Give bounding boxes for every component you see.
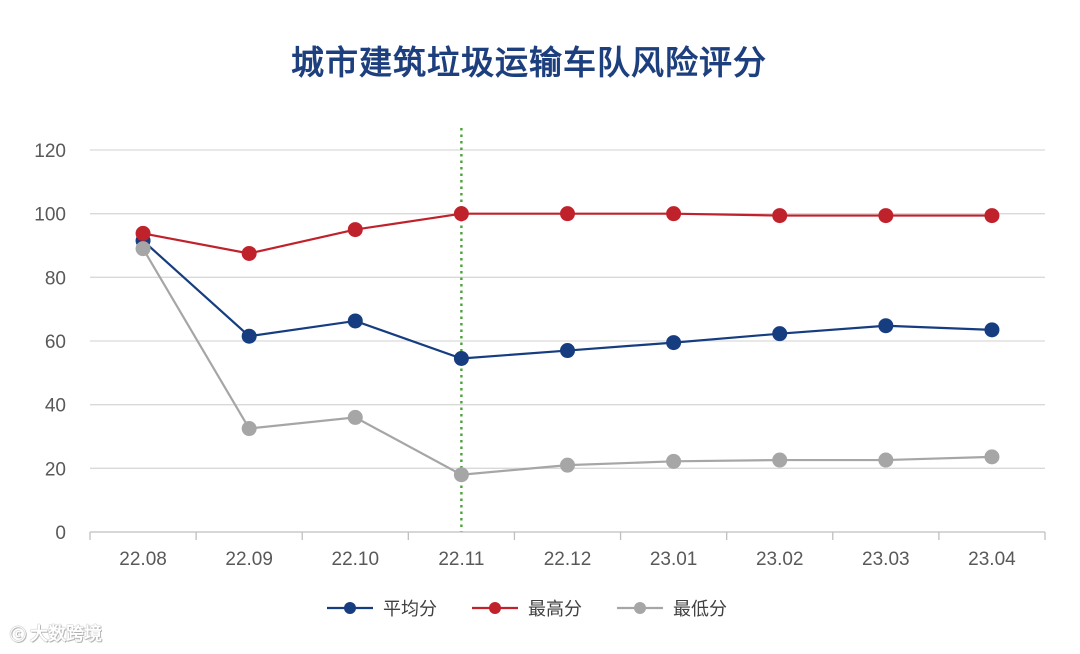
legend-label: 最高分 [528, 599, 582, 620]
data-point-最高分 [878, 208, 894, 224]
legend-marker [634, 602, 646, 614]
data-point-最低分 [666, 453, 682, 469]
data-point-平均分 [560, 343, 575, 359]
data-point-最低分 [453, 467, 469, 483]
data-point-最低分 [347, 409, 363, 425]
data-point-平均分 [347, 313, 363, 329]
data-point-最低分 [241, 421, 257, 437]
data-point-最低分 [878, 452, 894, 468]
x-tick-label: 23.03 [862, 549, 910, 570]
data-point-最低分 [135, 241, 151, 257]
chart-title: 城市建筑垃圾运输车队风险评分 [291, 43, 767, 82]
watermark-text: 大数跨境 [30, 624, 103, 645]
data-point-最高分 [453, 206, 469, 222]
legend: 平均分 最高分 最低分 [327, 599, 727, 620]
watermark: ⓒ 大数跨境 [10, 620, 102, 646]
x-tick-label: 23.02 [756, 549, 804, 570]
x-tick-label: 23.04 [968, 549, 1016, 570]
legend-marker [344, 602, 356, 614]
data-point-平均分 [878, 318, 894, 334]
data-point-最低分 [772, 452, 788, 468]
x-tick-label: 23.01 [650, 549, 698, 570]
x-tick-label: 22.12 [544, 549, 592, 570]
y-tick-label: 80 [45, 268, 66, 289]
data-point-最高分 [347, 222, 363, 238]
y-tick-label: 100 [34, 205, 66, 226]
y-tick-label: 0 [55, 523, 66, 544]
series-group [135, 206, 1000, 483]
data-point-平均分 [666, 335, 682, 351]
data-point-最低分 [984, 449, 1000, 465]
data-point-平均分 [453, 351, 469, 367]
data-point-最低分 [560, 457, 575, 473]
series-line-最低分 [142, 248, 992, 476]
y-tick-label: 20 [45, 459, 66, 480]
data-point-最高分 [560, 206, 575, 222]
x-tick-label: 22.11 [438, 549, 484, 570]
x-tick-label: 22.10 [332, 549, 380, 570]
x-tick-label: 22.09 [225, 549, 273, 570]
data-point-最高分 [984, 208, 1000, 224]
data-point-最高分 [241, 245, 257, 261]
legend-marker [489, 602, 501, 614]
axes: 0 20 40 60 80 100 120 22.08 22.09 22.10 22.11 22.12… [34, 141, 1046, 570]
data-point-平均分 [241, 328, 257, 344]
data-point-平均分 [772, 326, 788, 342]
y-tick-label: 60 [45, 332, 66, 353]
legend-label: 最低分 [673, 599, 727, 620]
x-tick-label: 22.08 [119, 549, 167, 570]
data-point-平均分 [984, 322, 1000, 338]
y-tick-label: 40 [45, 396, 66, 417]
data-point-最高分 [666, 206, 682, 222]
legend-label: 平均分 [383, 599, 437, 620]
data-point-最高分 [135, 225, 151, 241]
y-tick-label: 120 [34, 141, 66, 162]
watermark-logo-icon: ⓒ [10, 625, 27, 644]
data-point-最高分 [772, 208, 788, 224]
